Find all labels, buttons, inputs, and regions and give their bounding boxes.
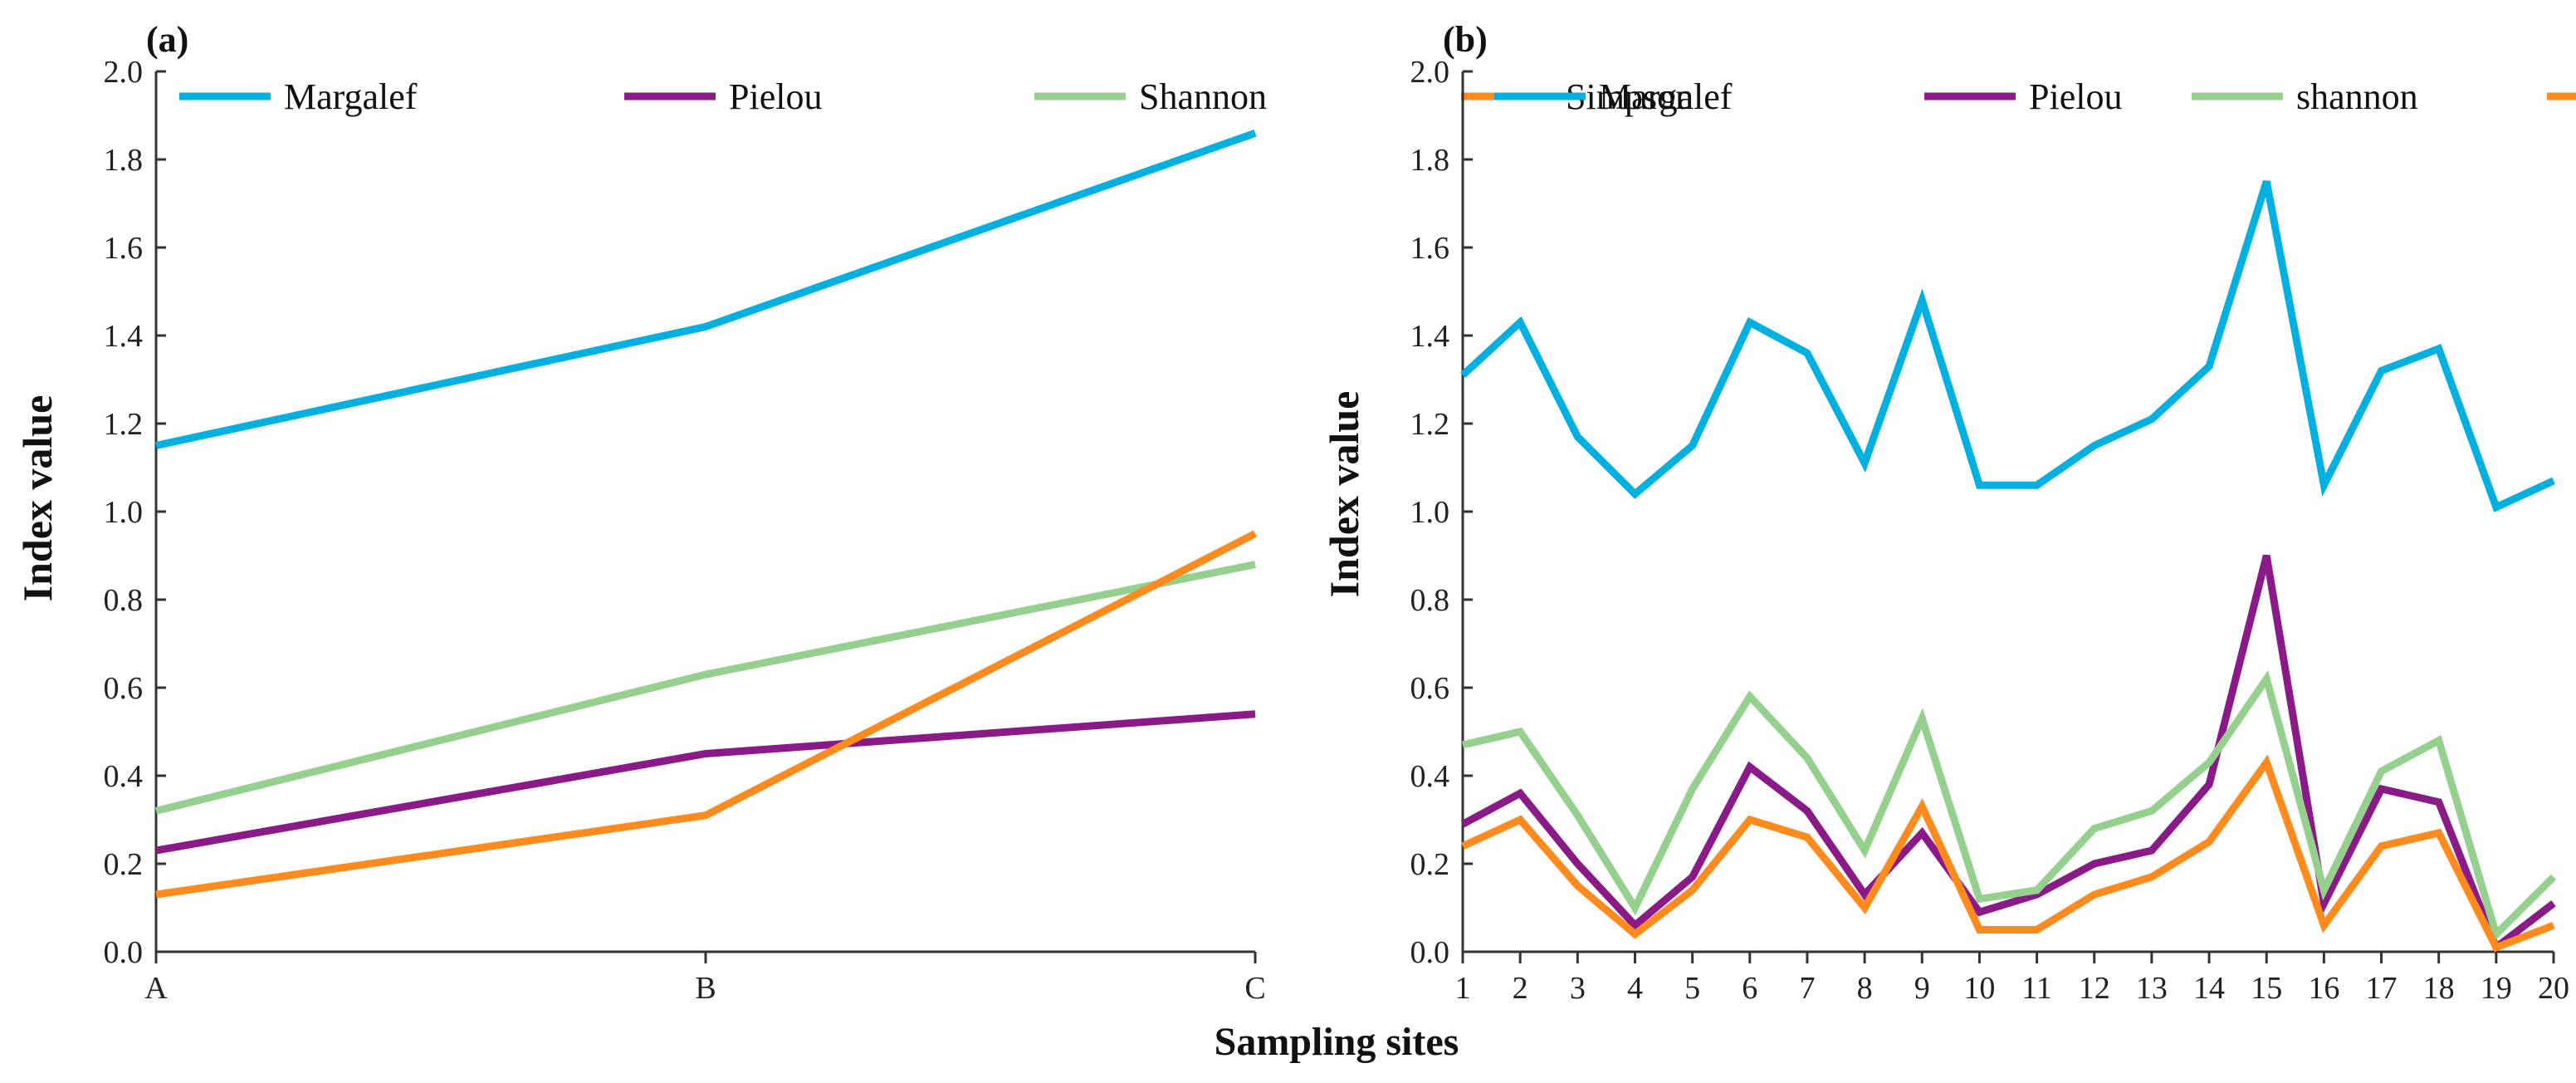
x-tick-label: 7 <box>1799 971 1815 1006</box>
series-line-shannon <box>154 561 1256 815</box>
y-tick-label: 1.2 <box>1410 407 1450 442</box>
panel-a-legend: Margalef Pielou Shannon Simpson <box>179 76 1694 117</box>
x-tick-label: C <box>1244 971 1265 1006</box>
x-tick-label: 1 <box>1455 971 1471 1006</box>
y-tick-label: 1.4 <box>1410 319 1450 354</box>
y-tick-label: 0.4 <box>1410 759 1450 794</box>
y-tick-label: 0.2 <box>1410 847 1450 882</box>
x-tick-label: 11 <box>2021 971 2052 1006</box>
x-tick-label: 5 <box>1684 971 1700 1006</box>
x-tick-label: 3 <box>1570 971 1586 1006</box>
x-tick-label: 18 <box>2423 971 2455 1006</box>
panel-a-axes: 0.0 0.2 0.4 0.6 0.8 1.0 1.2 1.4 1.6 1.8 2.0 A B C <box>104 55 1266 1006</box>
y-tick-label: 1.0 <box>104 495 144 530</box>
legend-label-margalef: Margalef <box>284 76 418 117</box>
panel-a-series <box>154 129 1258 899</box>
panel-a: (a) 0.0 0.2 0.4 0.6 0.8 1.0 1.2 1.4 1.6 1.8 2.0 A B C… <box>14 19 1694 1006</box>
y-tick-label: 2.0 <box>104 55 144 90</box>
x-tick-label: 15 <box>2251 971 2282 1006</box>
y-tick-label: 2.0 <box>1410 55 1450 90</box>
y-tick-label: 0.6 <box>1410 671 1450 706</box>
y-tick-label: 0.6 <box>104 671 144 706</box>
y-tick-label: 0.2 <box>104 847 144 882</box>
y-tick-label: 0.4 <box>104 759 144 794</box>
panel-a-y-axis-label: Index value <box>14 395 61 602</box>
legend-label-margalef: Margalef <box>1599 76 1733 117</box>
legend-label-shannon: Shannon <box>1139 76 1267 117</box>
panel-b-y-axis-label: Index value <box>1321 391 1367 598</box>
legend-label-pielou: Pielou <box>729 76 822 117</box>
x-tick-label: A <box>144 971 168 1006</box>
x-tick-label: 16 <box>2308 971 2339 1006</box>
y-tick-label: 0.0 <box>104 935 144 970</box>
x-tick-label: 8 <box>1857 971 1873 1006</box>
series-line-margalef <box>1459 180 2555 512</box>
x-tick-label: 2 <box>1513 971 1528 1006</box>
x-tick-label: 6 <box>1742 971 1757 1006</box>
panel-b-label: (b) <box>1443 19 1488 60</box>
panel-b: (b) 0.00.20.40.60.81.01.21.41.61.82.01 2 3… <box>1321 19 2576 1006</box>
panel-b-axes: 0.00.20.40.60.81.01.21.41.61.82.01 2 3 4 5 6 7… <box>1410 55 2570 1006</box>
series-line-pielou <box>155 710 1256 855</box>
series-line-shannon <box>1461 669 2557 942</box>
x-tick-label: 14 <box>2193 971 2225 1006</box>
x-tick-label: 9 <box>1914 971 1930 1006</box>
legend-label-shannon: shannon <box>2296 76 2418 117</box>
series-line-simpson <box>155 530 1258 899</box>
panel-b-legend: Margalef Pielou shannon Simpson <box>1494 76 2576 117</box>
x-tick-label: 20 <box>2538 971 2569 1006</box>
legend-label-simpson: Simpson <box>1566 76 1694 117</box>
series-line-simpson <box>1461 754 2555 953</box>
panel-b-series <box>1459 180 2557 953</box>
x-tick-label: 13 <box>2136 971 2168 1006</box>
x-tick-label: 19 <box>2481 971 2512 1006</box>
y-tick-label: 1.4 <box>104 319 144 354</box>
y-tick-label: 1.2 <box>104 407 144 442</box>
series-line-margalef <box>155 129 1257 449</box>
x-tick-label: 12 <box>2079 971 2110 1006</box>
legend-label-pielou: Pielou <box>2029 76 2122 117</box>
y-tick-label: 0.8 <box>104 583 144 618</box>
y-tick-label: 1.8 <box>104 143 144 178</box>
x-tick-label: 17 <box>2366 971 2398 1006</box>
x-tick-label: B <box>695 971 716 1006</box>
shared-x-axis-label: Sampling sites <box>1215 1020 1459 1064</box>
y-tick-label: 1.6 <box>104 231 144 266</box>
series-line-pielou <box>1460 554 2556 953</box>
y-tick-label: 0.8 <box>1410 583 1450 618</box>
y-tick-label: 1.8 <box>1410 143 1450 178</box>
y-tick-label: 0.0 <box>1410 935 1450 970</box>
panel-a-label: (a) <box>146 19 188 60</box>
y-tick-label: 1.6 <box>1410 231 1450 266</box>
x-tick-label: 10 <box>1963 971 1995 1006</box>
x-tick-label: 4 <box>1627 971 1643 1006</box>
y-tick-label: 1.0 <box>1410 495 1450 530</box>
